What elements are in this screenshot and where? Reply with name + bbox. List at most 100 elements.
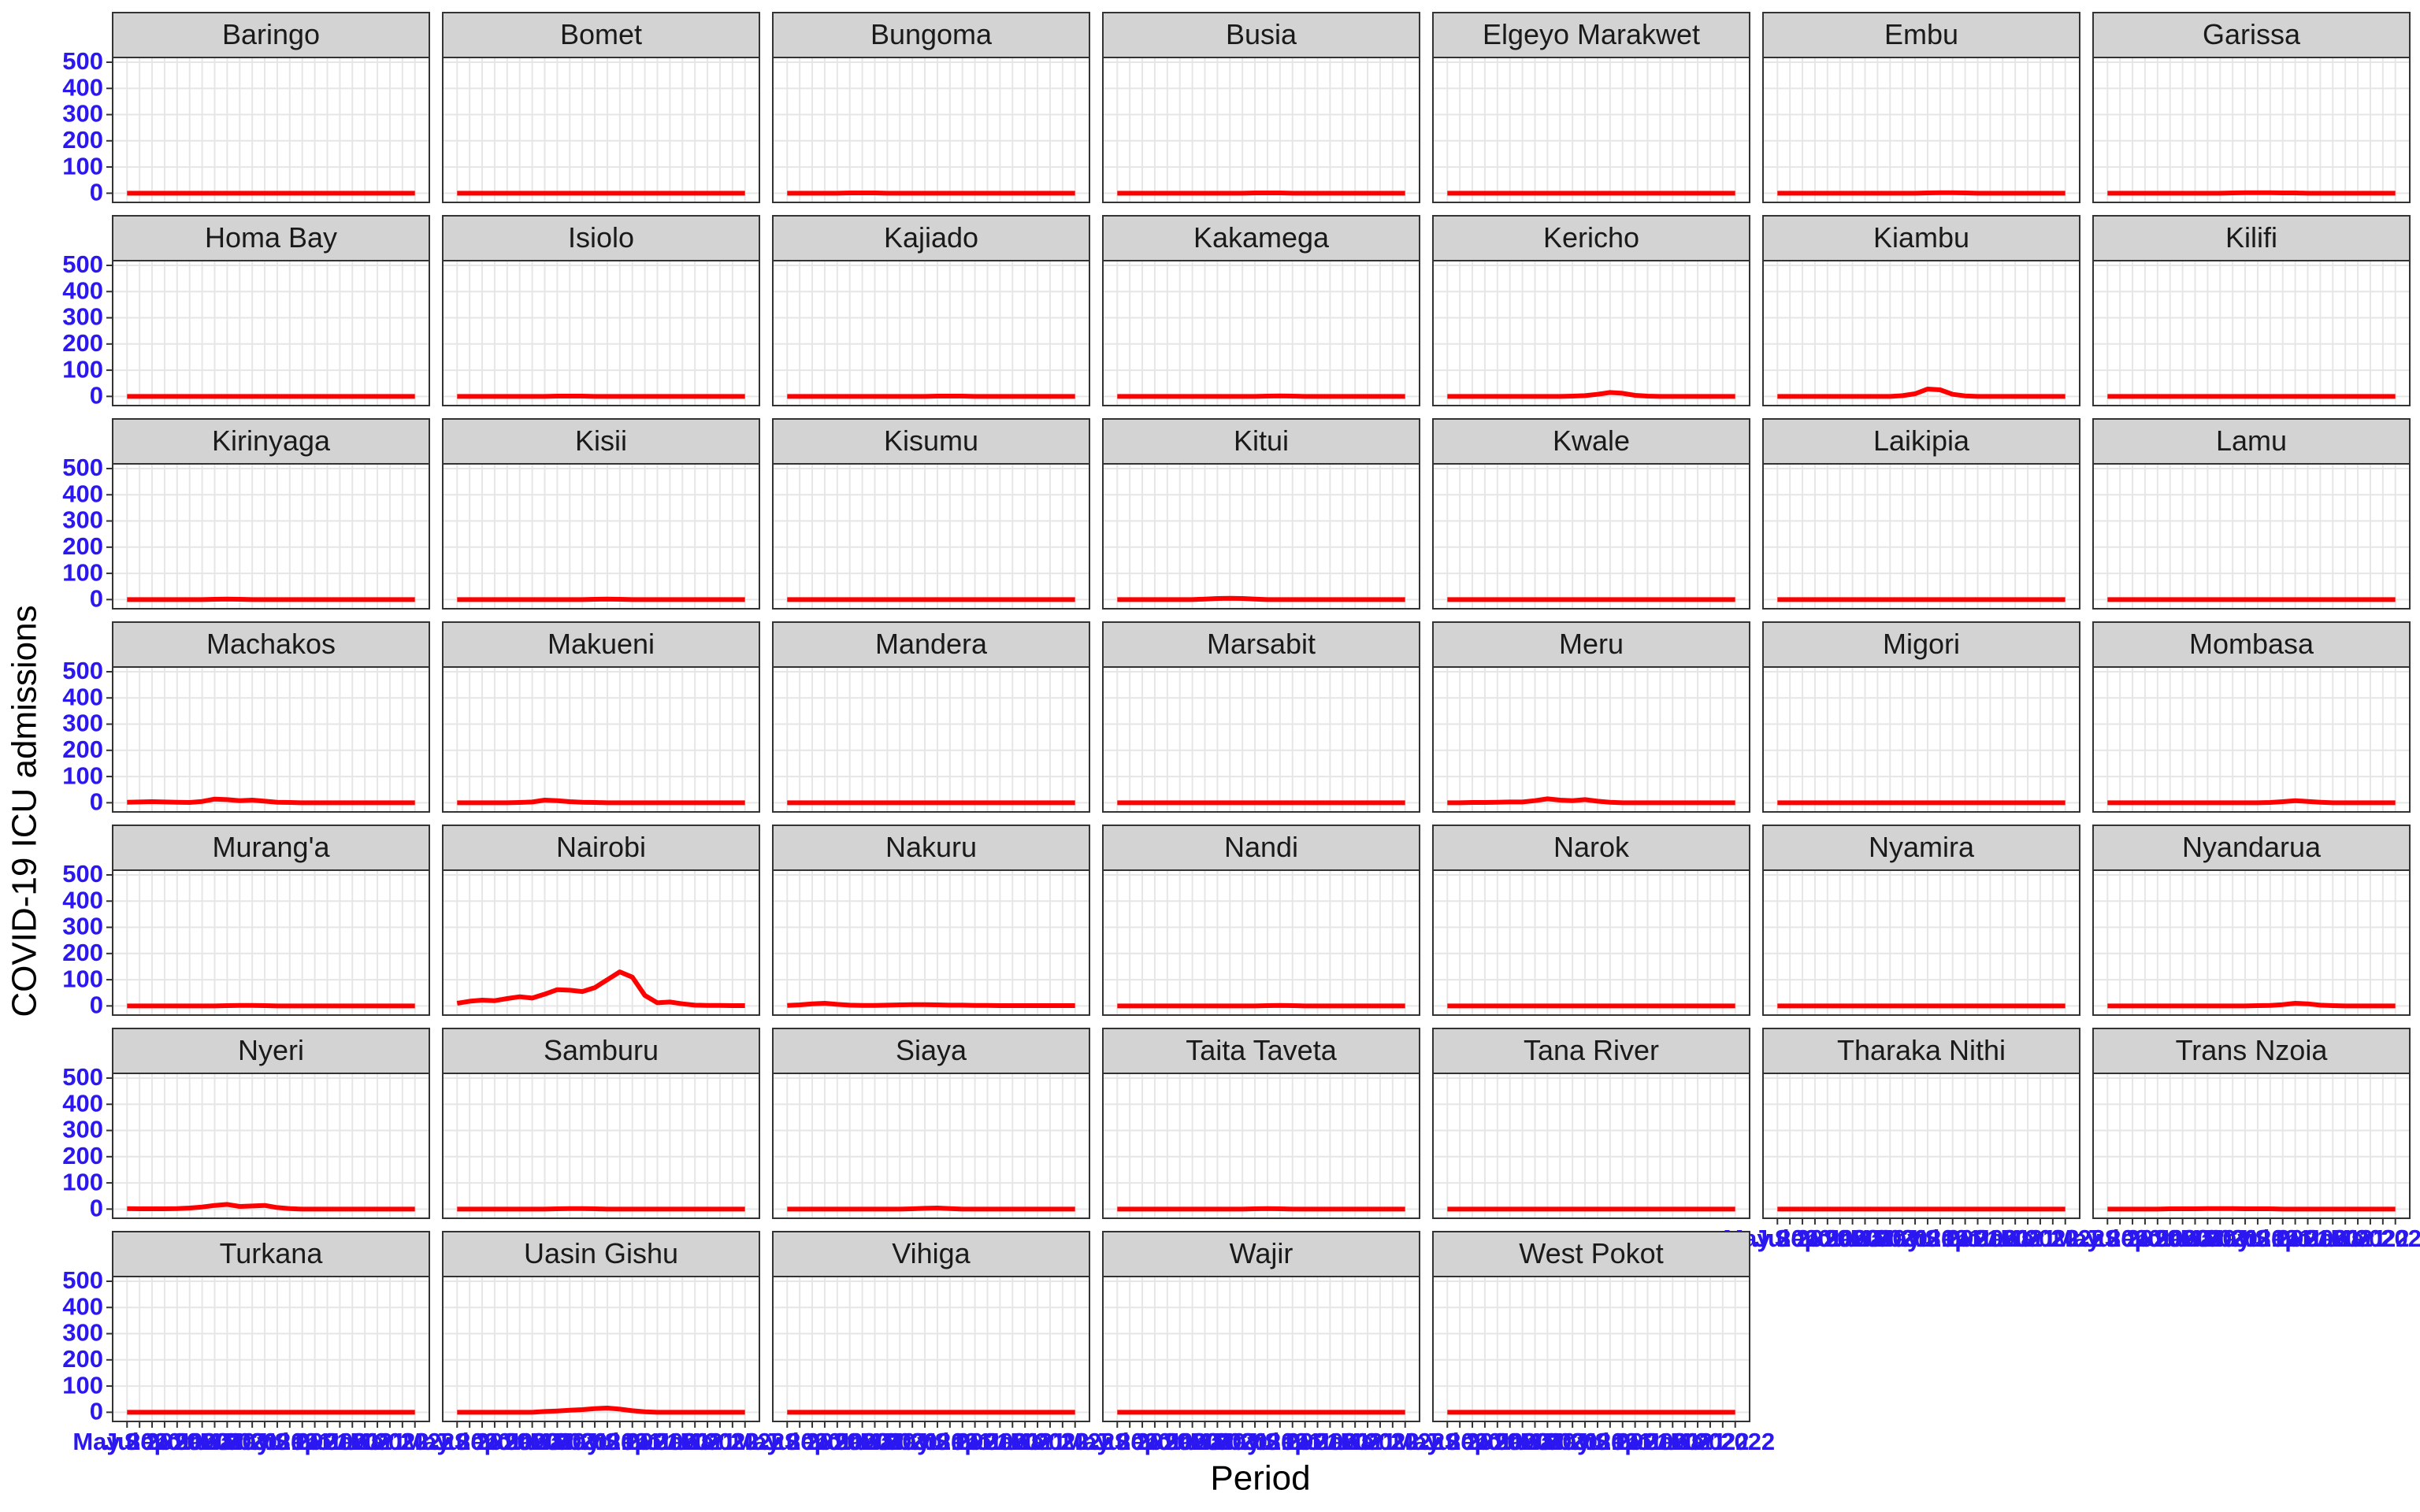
facet-strip [1762,418,2080,465]
facet-strip [772,621,1090,668]
y-tick-label: 100 [62,1168,103,1195]
panel-background [2093,667,2410,812]
y-tick-label: 0 [90,1398,103,1425]
panel-border [772,260,1090,406]
facet-title: Nandi [1224,831,1298,863]
panel-background [2093,870,2410,1015]
facet-title: Vihiga [892,1237,971,1269]
x-tick-label: Mar 2021 [1850,1225,1955,1252]
panel-background [443,1277,759,1421]
trend-line [127,596,415,602]
facet-strip [112,12,430,58]
panel-background [1763,57,2080,202]
facet-title: Baringo [222,18,320,50]
facet-title: Marsabit [1207,628,1316,660]
y-tick-label: 200 [62,126,103,154]
panel-background [1763,667,2080,812]
facet-title: Makueni [547,628,655,660]
facet-strip [1432,418,1750,465]
panel-border [1102,260,1420,406]
x-tick-label: Nov 2021 [959,1428,1066,1455]
facet-title: Elgeyo Marakwet [1483,18,1700,50]
x-tick-label: Jan 2021 [176,1428,279,1455]
y-tick-label: 400 [62,73,103,101]
x-tick-label: May 2021 [1543,1428,1652,1455]
x-tick-label: Nov 2021 [1949,1225,2056,1252]
trend-line [457,1206,745,1212]
y-tick-label: 300 [62,710,103,737]
facet-strip [772,215,1090,261]
panel-background [773,261,1089,406]
y-tick-label: 0 [90,1195,103,1222]
panel-border [1102,869,1420,1016]
panel-border [442,463,760,610]
y-tick-label: 200 [62,532,103,560]
panel-background [113,57,429,202]
panel-border [442,260,760,406]
x-tick-label: Nov 2020 [1469,1428,1576,1455]
facet-title: Busia [1226,18,1297,50]
facet-title: Turkana [220,1237,324,1269]
panel-border [1762,869,2080,1016]
panel-background [1433,870,1750,1015]
panel-background [773,870,1089,1015]
x-tick-label: Mar 2022 [1340,1428,1445,1455]
facet-strip [1762,215,2080,261]
panel-border [1432,57,1750,203]
trend-line [457,798,745,806]
trend-line [457,1406,745,1415]
y-tick-label: 100 [62,152,103,180]
x-tick-label: Jul 2020 [104,1428,200,1455]
panel-background [1103,261,1420,406]
facet-strip [1762,1028,2080,1074]
x-tick-label: Sep 2021 [1594,1428,1700,1455]
x-tick-label: Jan 2021 [1496,1428,1599,1455]
y-tick-label: 100 [62,1371,103,1399]
trend-line [2107,1206,2396,1212]
panel-background [1763,870,2080,1015]
panel-background [443,57,759,202]
facet-strip [772,1028,1090,1074]
x-tick-label: Sep 2021 [274,1428,380,1455]
facet-strip [1102,215,1420,261]
facet-strip [2092,621,2411,668]
facet-strip [772,418,1090,465]
x-tick-label: May 2021 [2203,1225,2312,1252]
y-tick-label: 400 [62,1292,103,1320]
x-tick-label: Nov 2020 [809,1428,916,1455]
panel-border [1102,1276,1420,1422]
panel-border [1432,463,1750,610]
facet-strip [1102,1028,1420,1074]
facet-title: West Pokot [1519,1237,1663,1269]
panel-background [773,57,1089,202]
x-tick-label: Jan 2021 [1826,1225,1929,1252]
facet-title: Trans Nzoia [2176,1034,2329,1066]
facet-title: Bomet [560,18,642,50]
panel-background [773,667,1089,812]
panel-border [2092,666,2411,813]
facet-title: Lamu [2216,424,2287,457]
facet-title: Migori [1883,628,1960,660]
x-tick-label: Jul 2021 [585,1428,681,1455]
facet-title: Isiolo [568,221,634,254]
panel-border [442,57,760,203]
facet-title: Siaya [896,1034,967,1066]
y-tick-label: 500 [62,1063,103,1091]
x-tick-label: Mar 2022 [2000,1225,2105,1252]
x-tick-label: Sep 2021 [604,1428,710,1455]
y-tick-label: 0 [90,179,103,206]
trend-line [457,596,745,602]
panel-border [112,1073,430,1219]
x-tick-label: Jan 2022 [986,1428,1089,1455]
facet-title: Nairobi [556,831,646,863]
panel-border [1102,463,1420,610]
facet-title: Nyeri [238,1034,304,1066]
facet-title: Mombasa [2189,628,2314,660]
x-tick-label: Nov 2021 [1619,1428,1726,1455]
y-tick-label: 200 [62,939,103,966]
x-tick-label: Nov 2020 [1139,1428,1246,1455]
trend-line [787,1001,1075,1008]
trend-line [2107,190,2396,196]
facet-strip [442,1028,760,1074]
x-tick-label: Mar 2021 [200,1428,305,1455]
